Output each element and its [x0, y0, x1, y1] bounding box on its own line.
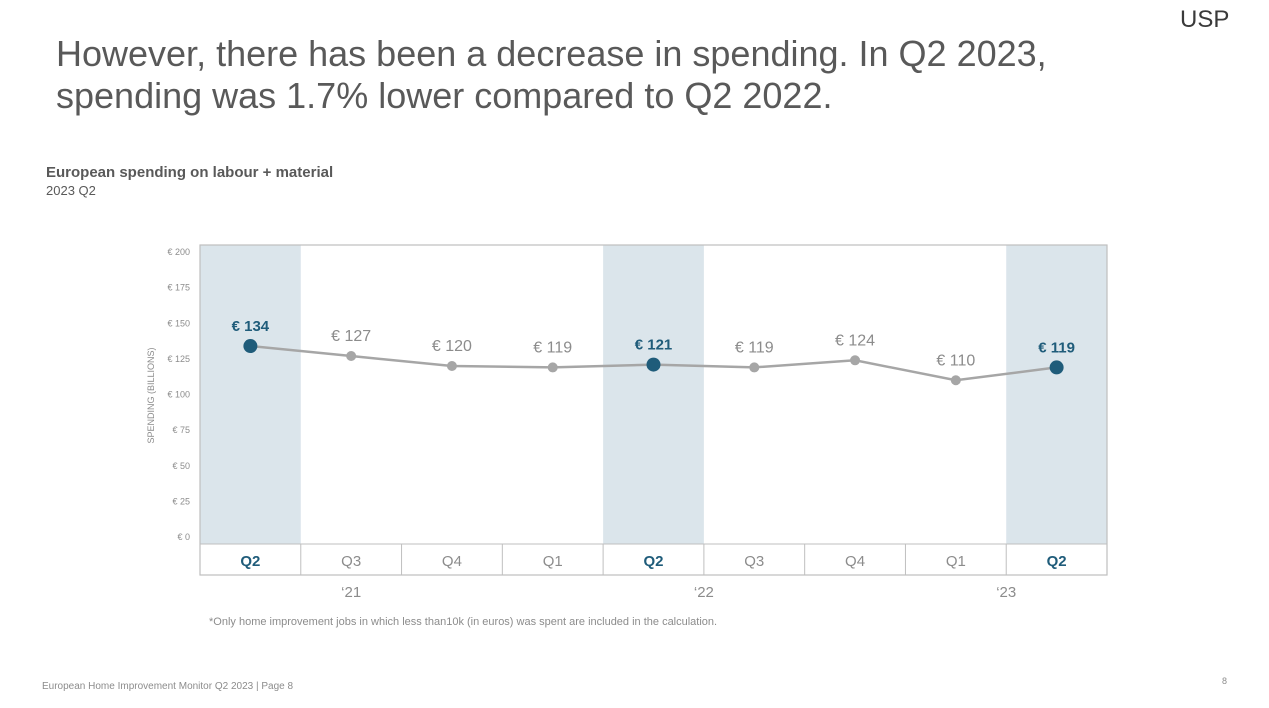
x-tick-label: Q1 — [946, 553, 966, 570]
year-label: ‘22 — [694, 584, 714, 601]
y-axis-label: SPENDING (BILLIONS) — [146, 347, 156, 443]
data-point — [446, 361, 457, 371]
highlight-point — [243, 339, 258, 354]
data-point — [950, 375, 961, 386]
y-tick-label: € 150 — [167, 318, 190, 328]
x-tick-label: Q4 — [442, 553, 462, 570]
data-label: € 119 — [1038, 339, 1075, 356]
x-tick-label: Q2 — [643, 553, 663, 570]
plot-frame — [199, 244, 1108, 576]
highlight-band — [200, 245, 301, 544]
x-tick-label: Q2 — [240, 553, 260, 570]
year-label: ‘23 — [996, 584, 1016, 601]
data-label: € 119 — [533, 339, 572, 356]
chart-subtitle: 2023 Q2 — [46, 183, 96, 198]
highlight-band — [1006, 245, 1107, 544]
y-tick-label: € 175 — [167, 283, 190, 293]
chart-title: European spending on labour + material — [46, 164, 334, 181]
year-label: ‘21 — [341, 584, 361, 601]
y-tick-label: € 50 — [172, 461, 190, 471]
data-label: € 127 — [331, 328, 371, 345]
headline-line-2: spending was 1.7% lower compared to Q2 2… — [56, 75, 833, 116]
x-tick-label: Q2 — [1047, 553, 1067, 570]
data-point — [749, 362, 760, 373]
highlight-band — [603, 245, 704, 544]
data-label: € 124 — [835, 332, 875, 349]
page-number: 8 — [1222, 676, 1228, 686]
data-point — [850, 355, 861, 366]
x-tick-label: Q3 — [744, 553, 764, 570]
data-label: € 120 — [432, 338, 472, 355]
data-label: € 119 — [735, 339, 774, 356]
y-tick-label: € 200 — [167, 247, 190, 257]
y-tick-label: € 100 — [167, 390, 190, 400]
data-label: € 110 — [936, 352, 975, 369]
data-point — [547, 362, 558, 373]
data-label: € 121 — [635, 337, 673, 354]
page-headline: However, there has been a decrease in sp… — [56, 33, 1156, 117]
x-tick-label: Q3 — [341, 553, 361, 570]
highlight-point — [1049, 360, 1064, 375]
highlight-point — [646, 357, 661, 372]
brand-logo: USP — [1180, 6, 1230, 33]
y-tick-label: € 0 — [177, 532, 190, 542]
data-label: € 134 — [232, 318, 270, 335]
data-point — [346, 351, 357, 362]
y-tick-label: € 75 — [172, 425, 190, 435]
chart-footnote: *Only home improvement jobs in which les… — [209, 616, 718, 628]
x-tick-label: Q1 — [543, 553, 563, 570]
y-tick-label: € 25 — [172, 496, 190, 506]
y-tick-label: € 125 — [167, 354, 190, 364]
footer-text: European Home Improvement Monitor Q2 202… — [42, 681, 294, 692]
x-tick-label: Q4 — [845, 553, 865, 570]
headline-line-1: However, there has been a decrease in sp… — [56, 33, 1047, 74]
